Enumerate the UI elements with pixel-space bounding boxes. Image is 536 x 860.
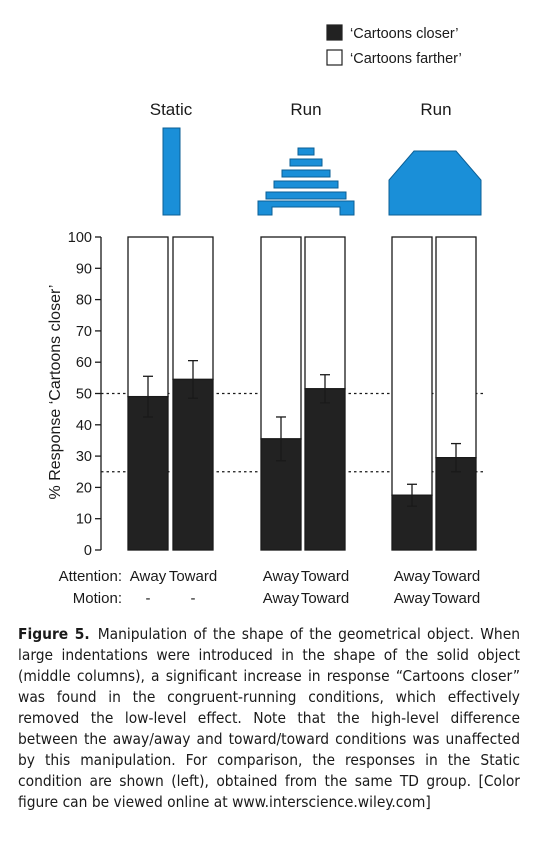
y-axis-label: % Response ‘Cartoons closer’ <box>47 285 64 500</box>
bar-farther <box>172 236 214 381</box>
attention-row-label: Attention: <box>59 568 122 585</box>
y-tick-label: 100 <box>68 230 92 246</box>
y-tick-label: 40 <box>76 418 92 434</box>
y-tick-label: 50 <box>76 387 92 403</box>
error-bar <box>451 442 461 473</box>
bar-group <box>172 236 214 551</box>
group-title-run-solid: Run <box>420 100 451 119</box>
bars <box>127 236 477 551</box>
attention-label: Toward <box>301 568 349 585</box>
bar-group <box>304 236 346 551</box>
figure-caption: Figure 5. Manipulation of the shape of th… <box>18 624 520 813</box>
y-tick-label: 30 <box>76 449 92 465</box>
group-title-run-indented: Run <box>290 100 321 119</box>
y-tick-label: 0 <box>84 543 92 559</box>
bar-group <box>435 236 477 551</box>
legend: ‘Cartoons closer’ ‘Cartoons farther’ <box>326 24 462 67</box>
error-bar <box>188 359 198 399</box>
bar-closer <box>260 438 302 551</box>
attention-label: Toward <box>432 568 480 585</box>
legend-label-farther: ‘Cartoons farther’ <box>350 51 462 67</box>
motion-label: Toward <box>432 590 480 607</box>
indented-shape-icon <box>257 147 355 216</box>
condition-labels: Attention:Motion:Away-Toward-AwayAwayTow… <box>59 568 481 607</box>
group-title-static: Static <box>150 100 193 119</box>
motion-label: Toward <box>301 590 349 607</box>
motion-label: Away <box>394 590 431 607</box>
y-tick-label: 90 <box>76 261 92 277</box>
motion-label: - <box>146 590 151 607</box>
bar-farther <box>304 236 346 390</box>
error-bar <box>143 375 153 418</box>
y-tick-label: 60 <box>76 355 92 371</box>
bar-farther <box>260 236 302 440</box>
attention-label: Away <box>130 568 167 585</box>
legend-swatch-farther <box>326 49 343 66</box>
motion-label: - <box>191 590 196 607</box>
static-bar-icon <box>162 127 181 216</box>
bar-group <box>260 236 302 551</box>
bar-farther <box>391 236 433 496</box>
legend-label-closer: ‘Cartoons closer’ <box>350 26 459 42</box>
y-axis: 0 10 20 30 40 50 60 70 80 90 100 <box>68 230 102 559</box>
motion-row-label: Motion: <box>73 590 122 607</box>
y-tick-label: 80 <box>76 293 92 309</box>
legend-swatch-closer <box>326 24 343 41</box>
error-bar <box>320 374 330 404</box>
figure-caption-text: Manipulation of the shape of the geometr… <box>18 625 520 811</box>
bar-chart: ‘Cartoons closer’ ‘Cartoons farther’ Sta… <box>47 24 485 607</box>
bar-closer <box>127 395 169 551</box>
y-tick-label: 20 <box>76 480 92 496</box>
bar-group <box>127 236 169 551</box>
error-bar <box>276 416 286 462</box>
y-tick-label: 70 <box>76 324 92 340</box>
bar-closer <box>435 457 477 551</box>
motion-label: Away <box>263 590 300 607</box>
bar-farther <box>127 236 169 398</box>
attention-label: Away <box>263 568 300 585</box>
bar-closer <box>304 388 346 551</box>
error-bar <box>407 483 417 507</box>
attention-label: Toward <box>169 568 217 585</box>
attention-label: Away <box>394 568 431 585</box>
figure-label: Figure 5. <box>18 625 90 643</box>
y-tick-label: 10 <box>76 512 92 528</box>
bar-closer <box>172 378 214 551</box>
solid-shape-icon <box>388 150 482 216</box>
bar-farther <box>435 236 477 459</box>
bar-group <box>391 236 433 551</box>
